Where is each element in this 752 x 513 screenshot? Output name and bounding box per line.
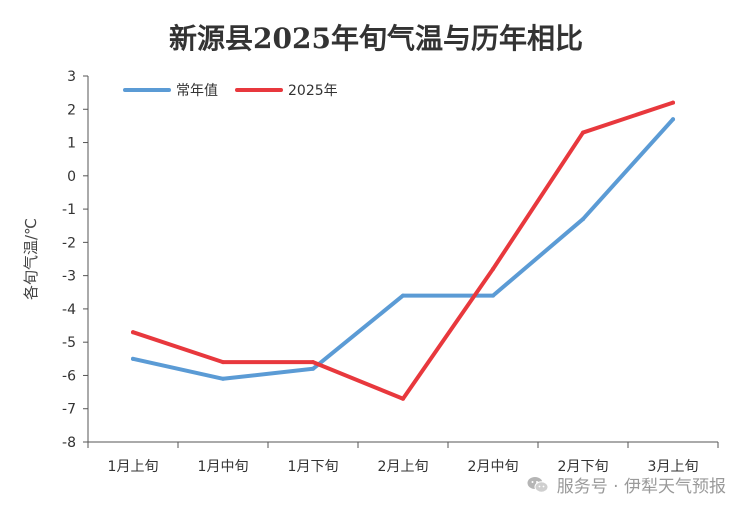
data-point: [311, 366, 315, 371]
y-tick-label: -6: [62, 368, 76, 384]
data-point: [671, 100, 675, 105]
wechat-icon: [527, 476, 549, 494]
data-point: [221, 360, 225, 365]
data-point: [311, 360, 315, 365]
y-tick-label: -7: [62, 402, 76, 418]
y-tick-label: -8: [62, 435, 76, 451]
y-ticks: 3 2 1 0 -1 -2 -3 -4 -5 -6 -7 -8: [62, 69, 88, 451]
legend: 常年值 2025年: [123, 83, 338, 99]
y-tick-label: -1: [62, 202, 76, 218]
data-point: [401, 396, 405, 401]
watermark-text: 服务号 · 伊犁天气预报: [556, 477, 726, 497]
data-point: [581, 130, 585, 135]
y-tick-label: 3: [67, 69, 76, 85]
series-layer: [131, 100, 675, 401]
series-line-1: [131, 100, 675, 401]
data-point: [131, 356, 135, 361]
y-tick-label: 0: [67, 169, 76, 185]
data-point: [221, 376, 225, 381]
x-tick-label: 2月中旬: [468, 459, 519, 475]
y-axis-label: 各旬气温/℃: [22, 218, 40, 300]
chart-title: 新源县2025年旬气温与历年相比: [169, 22, 583, 55]
y-tick-label: 1: [67, 136, 76, 152]
y-axis-label-group: 各旬气温/℃: [22, 218, 40, 300]
x-tick-label: 1月上旬: [108, 459, 159, 475]
data-point: [491, 293, 495, 298]
x-tick-label: 3月上旬: [648, 459, 699, 475]
y-tick-label: -2: [62, 235, 76, 251]
data-point: [131, 330, 135, 335]
x-tick-label: 1月中旬: [198, 459, 249, 475]
watermark: 服务号 · 伊犁天气预报: [527, 472, 726, 497]
data-point: [401, 293, 405, 298]
x-ticks: 1月上旬 1月中旬 1月下旬 2月上旬 2月中旬 2月下旬 3月上旬: [87, 442, 719, 475]
y-tick-label: -5: [62, 335, 76, 351]
series-line-0: [131, 117, 675, 381]
x-tick-label: 2月上旬: [378, 459, 429, 475]
x-tick-label: 2月下旬: [558, 459, 609, 475]
y-tick-label: 2: [67, 102, 76, 118]
data-point: [671, 117, 675, 122]
y-tick-label: -4: [62, 302, 76, 318]
data-point: [491, 266, 495, 271]
y-tick-label: -3: [62, 269, 76, 285]
x-tick-label: 1月下旬: [288, 459, 339, 475]
legend-label: 2025年: [288, 83, 338, 99]
data-point: [581, 217, 585, 222]
legend-label: 常年值: [176, 83, 218, 99]
